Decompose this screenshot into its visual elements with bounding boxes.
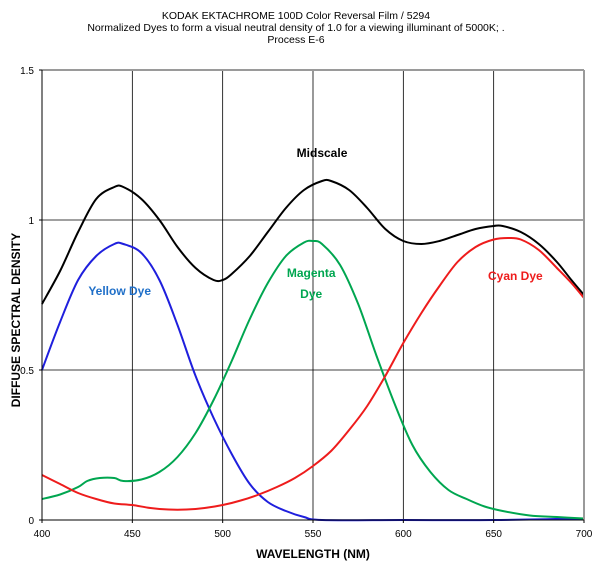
x-tick-label: 500 [214, 529, 231, 540]
chart-subtitle: Normalized Dyes to form a visual neutral… [87, 22, 505, 34]
series-line-midscale [41, 178, 585, 305]
y-tick-label: 0.5 [20, 366, 34, 377]
grid-lines [42, 70, 584, 520]
y-tick-label: 0 [28, 516, 34, 527]
y-tick-label: 1.5 [20, 66, 34, 77]
chart-title: KODAK EKTACHROME 100D Color Reversal Fil… [161, 10, 431, 22]
y-tick-label: 1 [28, 216, 34, 227]
series-annotation: Dye [300, 287, 322, 301]
series-annotation: Yellow Dye [88, 284, 151, 298]
y-axis-label: DIFFUSE SPECTRAL DENSITY [9, 233, 23, 407]
x-tick-label: 400 [34, 529, 51, 540]
chart-subtitle-process: Process E-6 [267, 34, 325, 46]
x-tick-label: 650 [485, 529, 502, 540]
x-tick-label: 450 [124, 529, 141, 540]
x-axis-ticks: 400 450 500 550 600 650 700 [34, 520, 592, 540]
series-annotations: Midscale Yellow Dye Magenta Dye Cyan Dye [88, 146, 543, 301]
series-annotation: Cyan Dye [488, 269, 543, 283]
series-annotation: Midscale [297, 146, 348, 160]
x-tick-label: 600 [395, 529, 412, 540]
x-tick-label: 700 [576, 529, 592, 540]
series-annotation: Magenta [287, 266, 336, 280]
series-line-magenta-dye [41, 239, 585, 520]
x-tick-label: 550 [305, 529, 322, 540]
x-axis-label: WAVELENGTH (NM) [256, 547, 370, 561]
y-axis-ticks: 0 0.5 1 1.5 [20, 66, 42, 527]
series-line-cyan-dye [41, 236, 585, 511]
